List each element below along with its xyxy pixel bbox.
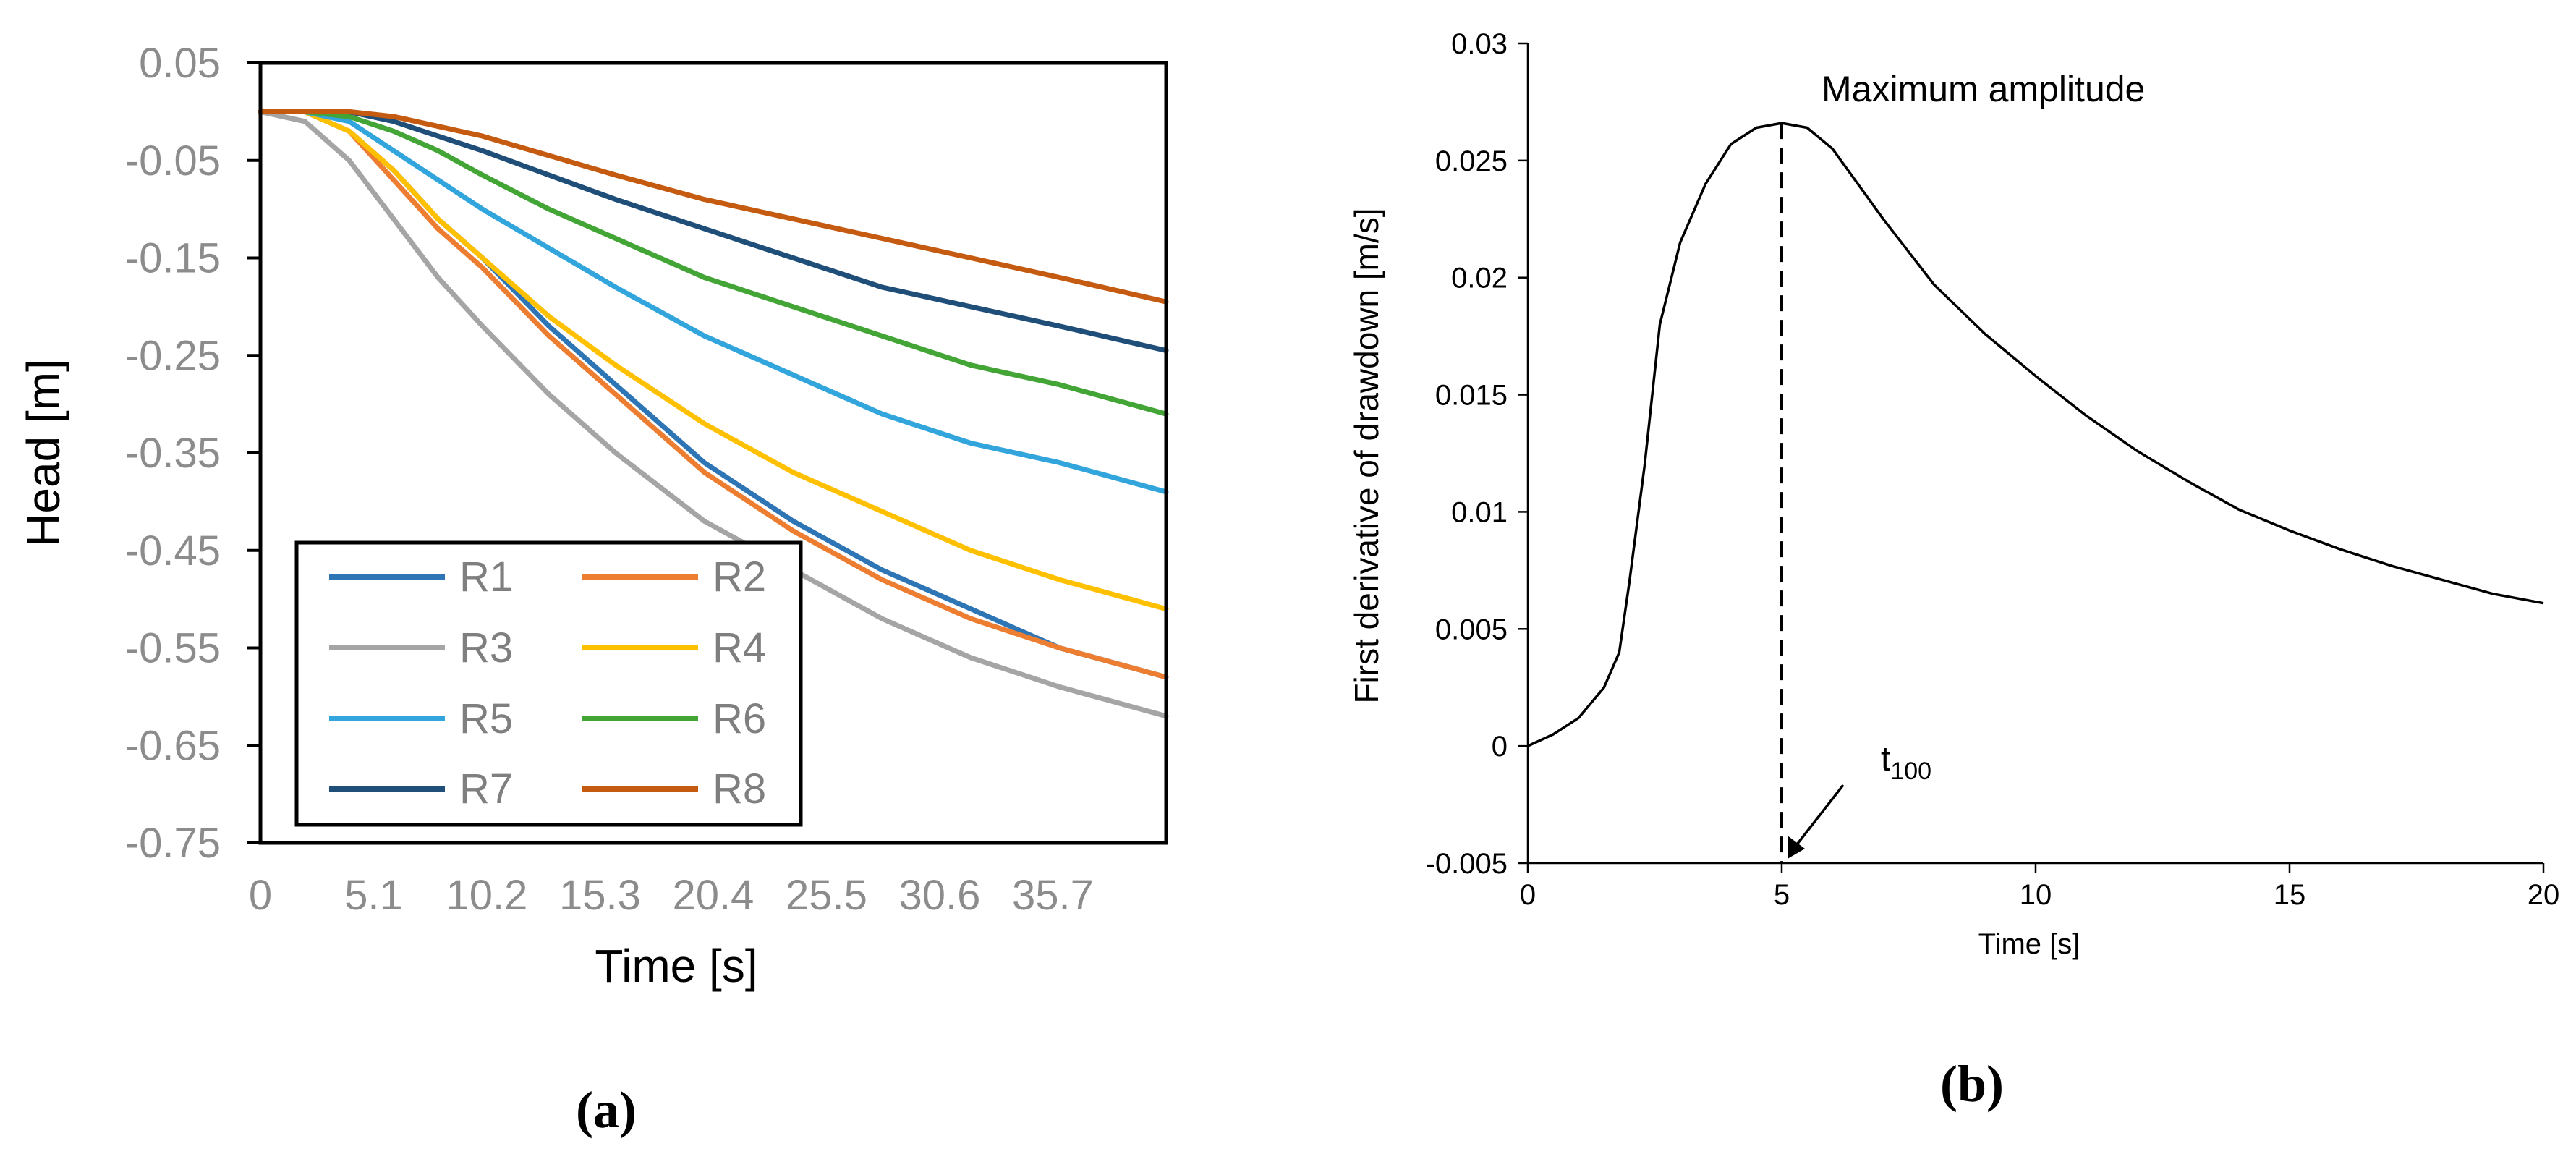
legend-label-r3: R3	[459, 624, 513, 671]
panel-a-y-axis-label: Head [m]	[17, 359, 69, 547]
panel-b-series-group	[1527, 122, 2544, 747]
t100-subscript: 100	[1890, 758, 1931, 785]
panel-b-x-tick-label: 5	[1774, 879, 1790, 911]
panel-a-chart: 0.05 -0.05 -0.15 -0.25 -0.35 -0.45 -0.55 -0.65 -…	[17, 40, 1169, 1139]
panel-b-x-tick-label: 15	[2274, 879, 2306, 911]
t100-annotation: t100	[1881, 740, 1931, 785]
legend-label-r5: R5	[459, 695, 513, 742]
series-line-r6	[258, 109, 1169, 417]
panel-a-y-tick-label: -0.35	[125, 430, 221, 477]
panel-b-x-tick-labels: 0 5 10 15 20	[1520, 863, 2559, 911]
legend-label-r6: R6	[713, 695, 766, 742]
panel-a-x-tick-label: 35.7	[1012, 872, 1094, 919]
panel-b-y-tick-label: 0.015	[1435, 380, 1508, 412]
series-line-r5	[258, 109, 1169, 495]
panel-a-x-tick-label: 5.1	[344, 872, 403, 919]
series-line-derivative	[1527, 122, 2544, 747]
panel-a-y-tick-label: -0.55	[125, 625, 221, 672]
panel-a-x-tick-labels: 0 5.1 10.2 15.3 20.4 25.5 30.6 35.7	[249, 872, 1094, 919]
panel-a-x-tick-label: 20.4	[673, 872, 754, 919]
panel-b-y-tick-label: -0.005	[1426, 848, 1508, 880]
legend-label-r1: R1	[459, 553, 513, 601]
series-line-r4	[258, 109, 1169, 612]
legend-label-r4: R4	[713, 624, 766, 671]
panel-b-chart: 0.03 0.025 0.02 0.015 0.01 0.005 0 -0.005 0 5 10 1…	[1348, 28, 2559, 1113]
panel-a-series-group	[258, 109, 1169, 719]
panel-a-y-tick-label: -0.15	[125, 235, 221, 282]
panel-a-x-tick-label: 25.5	[786, 872, 867, 919]
panel-b-caption: (b)	[1940, 1055, 2004, 1113]
series-line-r8	[258, 109, 1169, 305]
panel-b-y-tick-label: 0.01	[1451, 496, 1508, 528]
panel-b-x-axis-label: Time [s]	[1978, 928, 2080, 960]
panel-a-y-tick-label: -0.45	[125, 527, 221, 574]
panel-a-x-tick-label: 10.2	[446, 872, 528, 919]
panel-b-y-tick-label: 0.02	[1451, 263, 1508, 294]
panel-a-y-tick-label: -0.65	[125, 722, 221, 769]
panel-a-x-tick-label: 0	[249, 872, 272, 919]
panel-b-y-tick-label: 0.025	[1435, 145, 1508, 177]
t100-arrow-head-icon	[1788, 836, 1805, 859]
panel-b-y-tick-label: 0	[1492, 731, 1508, 763]
panel-b-y-axis-label: First derivative of drawdown [m/s]	[1348, 208, 1385, 703]
panel-b-x-tick-label: 20	[2528, 879, 2560, 911]
panel-b-y-tick-label: 0.005	[1435, 614, 1508, 645]
panel-a-x-tick-label: 30.6	[899, 872, 981, 919]
panel-b-y-tick-label: 0.03	[1451, 28, 1508, 60]
panel-a-y-tick-label: -0.75	[125, 820, 221, 867]
panel-b-y-tick-labels: 0.03 0.025 0.02 0.015 0.01 0.005 0 -0.005	[1426, 28, 1528, 880]
panel-a-y-tick-labels: 0.05 -0.05 -0.15 -0.25 -0.35 -0.45 -0.55 -0.65 -…	[125, 40, 260, 867]
panel-b-x-tick-label: 10	[2020, 879, 2052, 911]
panel-a-y-tick-label: -0.05	[125, 137, 221, 184]
panel-b-x-tick-label: 0	[1520, 879, 1536, 911]
panel-a-legend-box	[294, 540, 803, 827]
t100-main-text: t	[1881, 740, 1890, 778]
legend-label-r7: R7	[459, 765, 513, 813]
panel-a-caption: (a)	[576, 1081, 637, 1139]
legend-label-r8: R8	[713, 765, 766, 813]
panel-a-x-axis-label: Time [s]	[595, 940, 757, 992]
panel-a-y-tick-label: 0.05	[139, 40, 221, 87]
t100-arrow-icon	[1793, 784, 1845, 849]
legend-label-r2: R2	[713, 553, 766, 601]
panel-a-x-tick-label: 15.3	[559, 872, 641, 919]
series-line-r3	[258, 109, 1169, 719]
maximum-amplitude-annotation: Maximum amplitude	[1822, 69, 2145, 109]
panel-a-legend: R1 R2 R3 R4 R5 R6 R7 R8	[294, 540, 803, 827]
panel-a-y-tick-label: -0.25	[125, 332, 221, 379]
